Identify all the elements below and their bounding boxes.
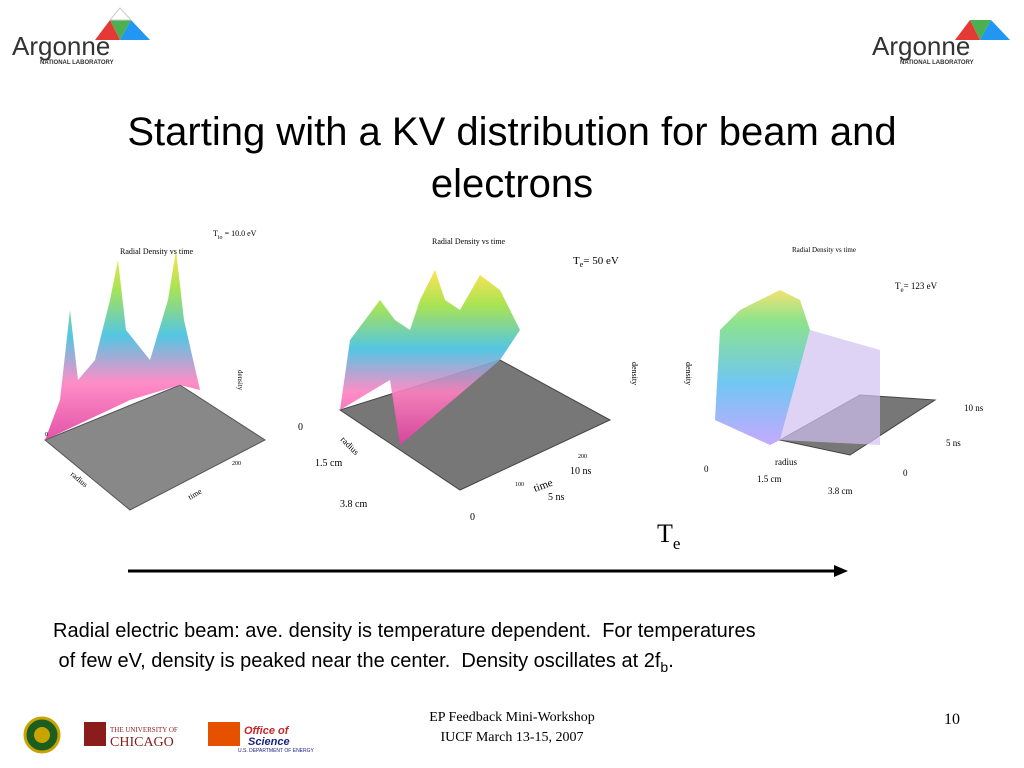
- tick: 1.5 cm: [757, 474, 782, 484]
- axis-label: time: [187, 487, 204, 502]
- tick: 0: [704, 464, 709, 474]
- logo-sub: NATIONAL LABORATORY: [900, 60, 974, 66]
- plot-title: Radial Density vs time: [120, 247, 194, 256]
- slide-title: electrons: [431, 162, 593, 206]
- tick: 0: [298, 422, 303, 433]
- tick: 3.8 cm: [828, 486, 853, 496]
- axis-label: radius: [339, 434, 362, 457]
- tick: 0: [45, 432, 48, 438]
- tick: 200: [578, 454, 587, 460]
- tick: 3.8 cm: [340, 499, 367, 510]
- logo-text: THE UNIVERSITY OF: [110, 726, 178, 734]
- footer-text: IUCF March 13-15, 2007: [440, 730, 583, 745]
- axis-label: radius: [775, 457, 797, 467]
- arrow-head: [834, 565, 848, 577]
- tick: 1.5 cm: [315, 458, 342, 469]
- science-logo: Office of Science U.S. DEPARTMENT OF ENE…: [208, 722, 315, 754]
- logo-text: CHICAGO: [110, 735, 174, 750]
- plot-1: Tio = 10.0 eV Radial Density vs time rad…: [44, 229, 266, 511]
- argonne-logo-left: Argonne NATIONAL LABORATORY: [12, 7, 150, 66]
- tick: 0: [470, 512, 475, 523]
- temperature: Tio = 10.0 eV: [213, 229, 257, 241]
- tick: 5 ns: [946, 438, 961, 448]
- plot-title: Radial Density vs time: [432, 237, 506, 246]
- logo-text: Office of: [244, 725, 290, 737]
- slide-title: Starting with a KV distribution for beam…: [127, 110, 896, 154]
- caption: Radial electric beam: ave. density is te…: [53, 620, 756, 642]
- tick: 200: [232, 461, 241, 467]
- doe-seal: [23, 716, 61, 754]
- footer-text: EP Feedback Mini-Workshop: [429, 710, 595, 725]
- plot-3: Radial Density vs time Te= 123 eV densit…: [684, 246, 984, 496]
- logo-name: Argonne: [872, 31, 970, 61]
- chicago-logo: THE UNIVERSITY OF CHICAGO: [84, 722, 178, 750]
- argonne-logo-right: Argonne NATIONAL LABORATORY: [872, 20, 1010, 66]
- axis-label: density: [684, 362, 693, 385]
- plot-title: Radial Density vs time: [792, 246, 856, 254]
- plot-2: Radial Density vs time Te= 50 eV 0 1.5 c…: [298, 237, 639, 523]
- tick: 0: [903, 468, 908, 478]
- logo-sub: NATIONAL LABORATORY: [40, 60, 114, 66]
- temperature: Te= 50 eV: [573, 255, 619, 269]
- logo-text: Science: [248, 736, 290, 748]
- axis-label: density: [236, 370, 244, 391]
- logo-text: U.S. DEPARTMENT OF ENERGY: [238, 748, 315, 754]
- temperature: Te= 123 eV: [895, 281, 938, 294]
- caption: of few eV, density is peaked near the ce…: [53, 650, 674, 675]
- axis-label: density: [630, 362, 639, 385]
- tick: 100: [515, 482, 524, 488]
- tick: 10 ns: [570, 466, 592, 477]
- arrow-label: Te: [657, 519, 680, 553]
- tick: 10 ns: [964, 403, 984, 413]
- tick: 5 ns: [548, 492, 565, 503]
- logo-name: Argonne: [12, 31, 110, 61]
- page-number: 10: [944, 711, 960, 728]
